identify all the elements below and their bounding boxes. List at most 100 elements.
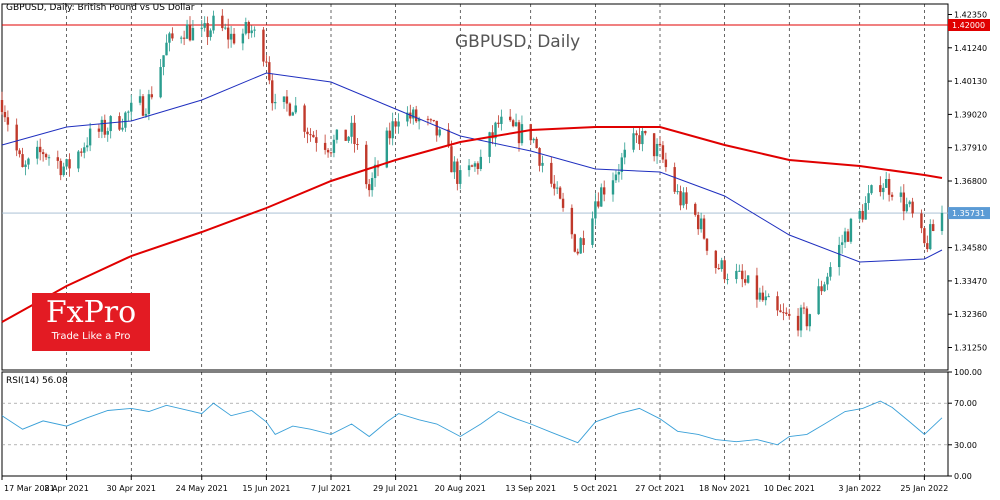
candle-down <box>344 129 347 141</box>
candle-up <box>858 211 861 219</box>
x-tick-label: 24 May 2021 <box>176 484 228 493</box>
candle-down <box>38 146 42 153</box>
candle-up <box>600 187 603 207</box>
candle-up <box>200 27 203 29</box>
candle-down <box>450 146 453 173</box>
x-tick-label: 30 Apr 2021 <box>107 484 156 493</box>
candle-down <box>97 128 101 132</box>
candle-down <box>761 292 765 301</box>
candle-down <box>702 218 706 239</box>
candle-up <box>767 296 770 298</box>
candle-down <box>268 62 271 81</box>
candle-down <box>68 159 71 169</box>
candle-up <box>758 292 762 300</box>
candle-down <box>21 154 24 168</box>
candle-down <box>576 251 579 254</box>
candle-down <box>18 150 21 155</box>
candle-up <box>799 307 803 331</box>
candle-up <box>144 113 148 116</box>
x-tick-label: 10 Dec 2021 <box>764 484 815 493</box>
ma-fast-line <box>1 72 943 263</box>
candle-up <box>335 129 339 140</box>
candle-down <box>232 33 236 44</box>
y-tick-label: 1.33470 <box>954 277 987 286</box>
current-price-tag <box>948 207 990 220</box>
candle-down <box>262 29 265 62</box>
candle-up <box>350 122 353 137</box>
y-tick-label: 1.41240 <box>954 44 987 53</box>
candle-up <box>291 112 295 116</box>
candle-up <box>130 102 133 112</box>
candle-down <box>602 187 606 195</box>
candle-down <box>432 119 436 121</box>
symbol-description: GBPUSD, Daily: British Pound vs US Dolla… <box>6 3 195 13</box>
candle-up <box>385 130 389 168</box>
candle-down <box>247 22 250 34</box>
candle-down <box>538 148 541 166</box>
candle-down <box>508 116 512 121</box>
candle-down <box>0 100 4 112</box>
candle-down <box>717 267 720 270</box>
current-price-label: 1.35731 <box>952 209 985 218</box>
rsi-line <box>1 400 943 446</box>
candle-up <box>147 94 151 114</box>
candle-down <box>326 149 330 153</box>
candle-up <box>699 218 703 230</box>
candle-up <box>676 191 679 193</box>
candle-down <box>920 213 923 229</box>
candle-down <box>426 118 430 120</box>
candle-down <box>271 80 274 104</box>
candle-down <box>414 109 418 122</box>
candle-up <box>738 270 741 272</box>
candle-down <box>288 103 292 116</box>
candle-down <box>306 131 309 135</box>
candle-up <box>899 192 903 197</box>
candle-up <box>229 33 233 40</box>
candle-down <box>820 286 823 292</box>
candle-up <box>77 151 80 169</box>
candle-down <box>558 187 562 199</box>
candle-up <box>109 116 112 132</box>
candle-up <box>100 119 104 132</box>
candle-down <box>805 308 809 327</box>
candle-up <box>224 27 227 29</box>
candle-up <box>929 224 932 250</box>
candle-down <box>573 234 577 252</box>
candle-up <box>520 124 524 144</box>
ma-slow-line <box>1 126 943 323</box>
candle-up <box>532 138 535 141</box>
candle-up <box>594 201 597 219</box>
candle-up <box>735 270 738 280</box>
candle-down <box>926 243 929 250</box>
candle-up <box>294 105 297 113</box>
candle-down <box>15 124 18 151</box>
candle-down <box>679 191 682 206</box>
candle-down <box>447 129 450 147</box>
resistance-price-label: 1.42000 <box>952 21 985 30</box>
candle-up <box>611 180 615 195</box>
candle-down <box>664 159 668 168</box>
candle-down <box>743 279 747 283</box>
candle-up <box>185 24 189 39</box>
candle-down <box>785 312 788 314</box>
x-tick-label: 27 Oct 2021 <box>635 484 684 493</box>
candle-down <box>887 179 891 195</box>
candle-down <box>705 238 709 251</box>
y-tick-label: 1.39020 <box>954 110 987 119</box>
candle-up <box>655 143 659 157</box>
price-pane-frame <box>1 3 949 371</box>
candle-up <box>83 147 86 153</box>
rsi-y-tick-label: 70.00 <box>954 399 977 408</box>
y-tick-label: 1.42350 <box>954 11 987 20</box>
candle-up <box>191 27 195 41</box>
candle-up <box>373 164 377 179</box>
candle-down <box>911 201 914 214</box>
candle-down <box>353 122 356 145</box>
candle-down <box>570 207 574 235</box>
candle-up <box>726 279 729 281</box>
candle-up <box>397 121 400 127</box>
candle-up <box>88 128 92 146</box>
chart-title: GBPUSD, Daily <box>455 32 581 52</box>
candle-down <box>476 163 480 169</box>
